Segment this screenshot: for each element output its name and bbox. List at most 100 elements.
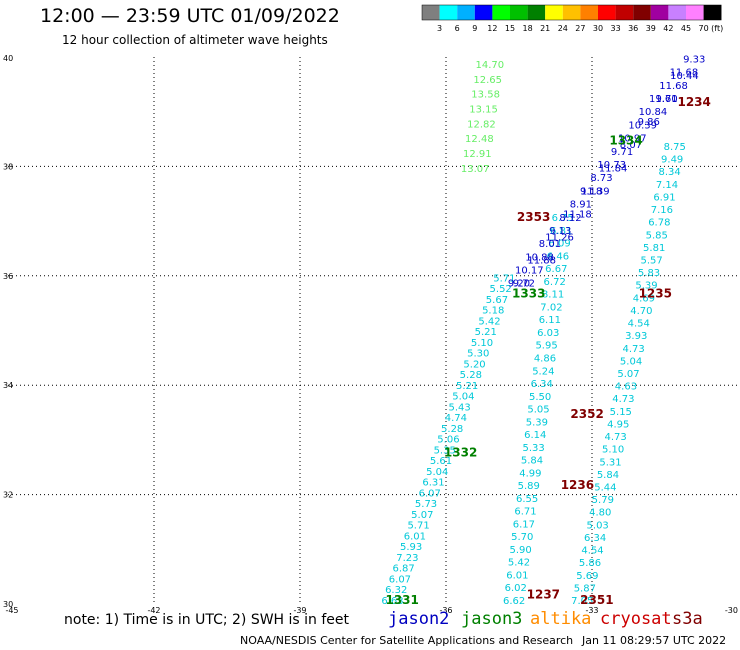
wave-height-value: 4.73 bbox=[612, 394, 634, 405]
wave-height-value: 6.72 bbox=[544, 277, 566, 288]
wave-height-value: 5.90 bbox=[509, 545, 531, 556]
wave-height-value: 10.84 bbox=[639, 107, 668, 118]
wave-height-value: 5.04 bbox=[452, 392, 474, 403]
x-tick-label: -36 bbox=[439, 606, 452, 615]
scale-swatch bbox=[457, 5, 475, 20]
wave-height-value: 5.10 bbox=[602, 445, 624, 456]
wave-height-value: 6.17 bbox=[513, 519, 535, 530]
wave-height-value: 5.04 bbox=[426, 467, 448, 478]
wave-height-value: 5.21 bbox=[456, 381, 478, 392]
wave-height-value: 5.03 bbox=[587, 520, 609, 531]
wave-height-value: 6.31 bbox=[422, 478, 444, 489]
wave-height-value: 6.02 bbox=[505, 583, 527, 594]
wave-height-value: 5.07 bbox=[411, 510, 433, 521]
wave-height-value: 5.71 bbox=[407, 521, 429, 532]
wave-height-value: 5.39 bbox=[526, 417, 548, 428]
wave-height-value: 5.85 bbox=[646, 230, 668, 241]
pass-labels: 1331 1332 1333 1334 2353 2352 1236 1237 2351 1235… bbox=[385, 95, 710, 607]
wave-height-value: 14.70 bbox=[475, 60, 504, 71]
pass-label: 1235 bbox=[639, 287, 672, 301]
wave-height-value: 5.28 bbox=[441, 424, 463, 435]
wave-height-value: 11.39 bbox=[581, 186, 610, 197]
wave-height-value: 5.05 bbox=[527, 405, 549, 416]
scale-level-label: 39 bbox=[646, 24, 656, 33]
scale-level-label: 18 bbox=[523, 24, 533, 33]
wave-height-value: 6.63 bbox=[381, 596, 403, 607]
wave-height-value: 10.44 bbox=[670, 71, 699, 82]
scale-swatch bbox=[510, 5, 528, 20]
wave-height-value: 10.97 bbox=[618, 134, 647, 145]
y-tick-label: 40 bbox=[3, 54, 13, 63]
wave-height-value: 9.72 bbox=[513, 279, 535, 290]
generated-time: Jan 11 08:29:57 UTC 2022 bbox=[582, 634, 727, 647]
wave-height-value: 7.02 bbox=[540, 302, 562, 313]
wave-height-value: 12.48 bbox=[465, 134, 494, 145]
wave-height-value: 5.44 bbox=[594, 482, 616, 493]
wave-height-value: 5.79 bbox=[592, 495, 614, 506]
pass-label: 2353 bbox=[517, 210, 550, 224]
wave-height-value: 8.07 bbox=[620, 140, 642, 151]
wave-height-value: 10.88 bbox=[525, 252, 554, 263]
scale-level-label: 9 bbox=[472, 24, 477, 33]
scale-level-label: 30 bbox=[593, 24, 603, 33]
wave-height-value: 5.31 bbox=[599, 457, 621, 468]
wave-height-value: 4.86 bbox=[534, 353, 556, 364]
wave-height-value: 6.07 bbox=[389, 574, 411, 585]
wave-height-value: 9.70 bbox=[655, 94, 677, 105]
y-tick-label: 36 bbox=[3, 272, 13, 281]
scale-swatch bbox=[633, 5, 651, 20]
wave-height-value: 8.73 bbox=[590, 173, 612, 184]
wave-height-value: 6.07 bbox=[419, 488, 441, 499]
wave-height-value: 5.42 bbox=[508, 558, 530, 569]
wave-height-value: 4.95 bbox=[607, 419, 629, 430]
mission-label-altika: altika bbox=[530, 609, 592, 629]
wave-height-value: 11.26 bbox=[545, 233, 574, 244]
credit-line: NOAA/NESDIS Center for Satellite Applica… bbox=[240, 634, 574, 647]
scale-swatch bbox=[668, 5, 686, 20]
wave-height-value: 5.83 bbox=[638, 268, 660, 279]
wave-height-value: 11.84 bbox=[599, 163, 628, 174]
wave-height-value: 4.80 bbox=[589, 508, 611, 519]
wave-height-value: 5.35 bbox=[434, 445, 456, 456]
wave-height-value: 9.49 bbox=[661, 155, 683, 166]
wave-height-value: 4.54 bbox=[581, 546, 603, 557]
x-tick-label: -39 bbox=[293, 606, 306, 615]
wave-height-value: 5.84 bbox=[597, 470, 619, 481]
wave-height-value: 6.78 bbox=[648, 218, 670, 229]
scale-level-label: 21 bbox=[540, 24, 550, 33]
wave-height-value: 6.87 bbox=[393, 564, 415, 575]
wave-height-value: 12.65 bbox=[473, 75, 502, 86]
wave-height-value: 4.73 bbox=[623, 344, 645, 355]
scale-swatch bbox=[650, 5, 669, 20]
page-title: 12:00 — 23:59 UTC 01/09/2022 bbox=[40, 5, 340, 27]
y-tick-label: 30 bbox=[3, 600, 13, 609]
wave-height-value: 5.61 bbox=[430, 456, 452, 467]
x-tick-label: -30 bbox=[725, 606, 738, 615]
wave-height-value: 6.09 bbox=[548, 239, 570, 250]
scale-level-label: 36 bbox=[628, 24, 638, 33]
wave-height-value: 7.05 bbox=[571, 596, 593, 607]
chart-grid bbox=[8, 57, 738, 604]
scale-unit-label: (ft) bbox=[711, 24, 723, 33]
scale-swatch bbox=[686, 5, 704, 20]
wave-height-value: 5.04 bbox=[620, 356, 642, 367]
scale-level-label: 45 bbox=[681, 24, 691, 33]
x-tick-label: -42 bbox=[147, 606, 160, 615]
wave-height-value: 6.01 bbox=[404, 531, 426, 542]
scale-swatch bbox=[545, 5, 563, 20]
wave-height-value: 9.33 bbox=[683, 54, 705, 65]
y-tick-label: 34 bbox=[3, 381, 13, 390]
mission-label-cryosat: cryosat bbox=[600, 609, 672, 629]
wave-height-value: 13.58 bbox=[471, 90, 500, 101]
wave-height-value: 6.11 bbox=[539, 315, 561, 326]
wave-height-value: 4.69 bbox=[633, 293, 655, 304]
wave-height-value: 5.30 bbox=[467, 349, 489, 360]
pass-label: 1236 bbox=[561, 478, 594, 492]
scale-level-label: 12 bbox=[487, 24, 497, 33]
wave-height-value: 10.73 bbox=[597, 160, 626, 171]
wave-height-value: 10.17 bbox=[515, 266, 544, 277]
wave-height-value: 9.13 bbox=[549, 226, 571, 237]
scale-level-label: 70 bbox=[699, 24, 709, 33]
wave-height-value: 6.34 bbox=[584, 533, 606, 544]
pass-label: 1332 bbox=[444, 445, 477, 459]
